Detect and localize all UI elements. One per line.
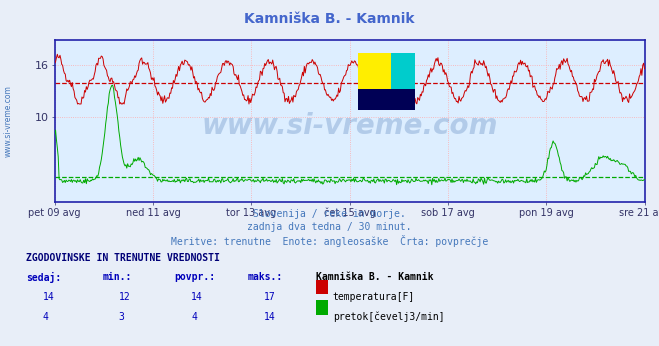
- Text: 4: 4: [43, 312, 49, 322]
- Text: pretok[čevelj3/min]: pretok[čevelj3/min]: [333, 312, 444, 322]
- Text: ZGODOVINSKE IN TRENUTNE VREDNOSTI: ZGODOVINSKE IN TRENUTNE VREDNOSTI: [26, 253, 220, 263]
- Text: 14: 14: [264, 312, 275, 322]
- Text: www.si-vreme.com: www.si-vreme.com: [202, 112, 498, 140]
- Text: sedaj:: sedaj:: [26, 272, 61, 283]
- Text: zadnja dva tedna / 30 minut.: zadnja dva tedna / 30 minut.: [247, 222, 412, 232]
- Bar: [391, 53, 415, 89]
- Text: 17: 17: [264, 292, 275, 302]
- Text: povpr.:: povpr.:: [175, 272, 215, 282]
- Text: 14: 14: [43, 292, 55, 302]
- Text: Meritve: trenutne  Enote: angleosaške  Črta: povprečje: Meritve: trenutne Enote: angleosaške Črt…: [171, 235, 488, 247]
- Text: min.:: min.:: [102, 272, 132, 282]
- Text: 14: 14: [191, 292, 203, 302]
- Text: 12: 12: [119, 292, 130, 302]
- Text: maks.:: maks.:: [247, 272, 282, 282]
- Bar: [358, 53, 391, 89]
- Text: 3: 3: [119, 312, 125, 322]
- Text: www.si-vreme.com: www.si-vreme.com: [3, 85, 13, 157]
- Bar: [358, 89, 415, 110]
- Text: 4: 4: [191, 312, 197, 322]
- Text: temperatura[F]: temperatura[F]: [333, 292, 415, 302]
- Text: Slovenija / reke in morje.: Slovenija / reke in morje.: [253, 209, 406, 219]
- Text: Kamniška B. - Kamnik: Kamniška B. - Kamnik: [244, 12, 415, 26]
- Text: Kamniška B. - Kamnik: Kamniška B. - Kamnik: [316, 272, 434, 282]
